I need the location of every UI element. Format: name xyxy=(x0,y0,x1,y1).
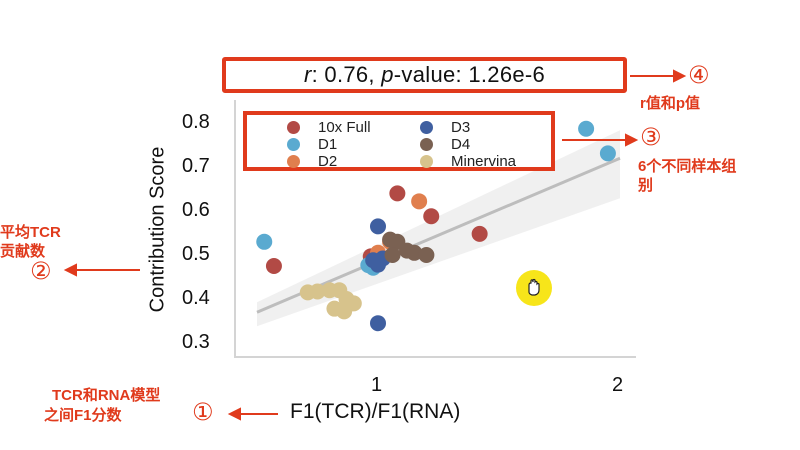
annotation-1-line2: 之间F1分数 xyxy=(44,407,122,424)
y-tick-label: 0.5 xyxy=(182,243,210,265)
data-point-d3 xyxy=(365,252,382,269)
p-symbol: p xyxy=(381,62,394,87)
arrow-2-head xyxy=(63,263,77,277)
legend-item-d4: D4 xyxy=(420,136,470,153)
data-point-minervina xyxy=(326,300,343,317)
legend-label: D2 xyxy=(318,153,338,170)
annotation-4-number: ④ xyxy=(688,62,710,89)
legend-marker xyxy=(287,138,300,151)
annotation-3-number: ③ xyxy=(640,124,662,151)
annotation-1-number: ① xyxy=(192,399,214,426)
annotation-1-line1: TCR和RNA模型 xyxy=(52,387,161,404)
legend-label: 10x Full xyxy=(318,119,371,136)
x-tick-label: 1 xyxy=(371,374,383,396)
hand-cursor-icon xyxy=(528,278,540,296)
data-points xyxy=(256,120,616,332)
annotation-2-number: ② xyxy=(30,258,52,285)
data-point-d4 xyxy=(418,247,435,263)
confidence-band xyxy=(257,130,620,327)
annotation-2-line1: 平均TCR xyxy=(0,224,61,241)
y-tick-label: 0.6 xyxy=(182,199,210,221)
legend-marker xyxy=(287,155,300,168)
annotation-4-text: r值和p值 xyxy=(640,95,701,112)
legend-item-minervina: Minervina xyxy=(420,153,516,170)
annotation-3-line1: 6个不同样本组 xyxy=(638,158,737,175)
p-text: -value: 1.26e-6 xyxy=(393,62,546,87)
legend-marker xyxy=(420,121,433,134)
y-tick-label: 0.4 xyxy=(182,287,210,309)
data-point-d1 xyxy=(599,145,616,162)
legend-item-d3: D3 xyxy=(420,119,470,136)
arrow-4-head xyxy=(673,69,687,83)
y-tick-label: 0.3 xyxy=(182,331,210,353)
legend-marker xyxy=(420,138,433,151)
r-text: : 0.76, xyxy=(311,62,382,87)
cursor-highlight xyxy=(516,270,552,306)
data-point-minervina xyxy=(299,284,316,301)
legend-label: Minervina xyxy=(451,153,517,170)
annotation-3-line2: 别 xyxy=(638,177,654,194)
y-tick-label: 0.8 xyxy=(182,111,210,133)
data-point-10x-full xyxy=(265,258,282,274)
arrow-1-head xyxy=(227,407,241,421)
legend-label: D3 xyxy=(451,119,471,136)
data-point-d3 xyxy=(370,315,386,332)
data-point-d4 xyxy=(399,242,416,259)
data-point-d4 xyxy=(384,247,401,263)
legend-marker xyxy=(420,155,433,168)
arrow-3-head xyxy=(625,133,639,147)
legend-item-d1: D1 xyxy=(287,136,337,153)
data-point-d3 xyxy=(370,218,386,235)
legend-label: D1 xyxy=(318,136,338,153)
data-point-10x-full xyxy=(471,225,488,242)
legend-item-10x-full: 10x Full xyxy=(287,119,371,136)
annotation-2-line2: 贡献数 xyxy=(0,243,46,260)
legend: 10x Full D3 D1 D4 D2 Minervina xyxy=(243,111,555,171)
y-tick-label: 0.7 xyxy=(182,155,210,177)
data-point-10x-full xyxy=(423,208,440,225)
data-point-d1 xyxy=(578,120,595,137)
data-point-d2 xyxy=(411,193,428,210)
legend-label: D4 xyxy=(451,136,471,153)
x-tick-label: 2 xyxy=(612,374,624,396)
legend-marker xyxy=(287,121,300,134)
r-symbol: r xyxy=(303,62,312,87)
legend-item-d2: D2 xyxy=(287,153,337,170)
data-point-10x-full xyxy=(389,185,406,202)
stat-box: r: 0.76, p-value: 1.26e-6 xyxy=(222,57,627,93)
data-point-d1 xyxy=(256,233,273,250)
x-axis-label: F1(TCR)/F1(RNA) xyxy=(290,400,461,423)
